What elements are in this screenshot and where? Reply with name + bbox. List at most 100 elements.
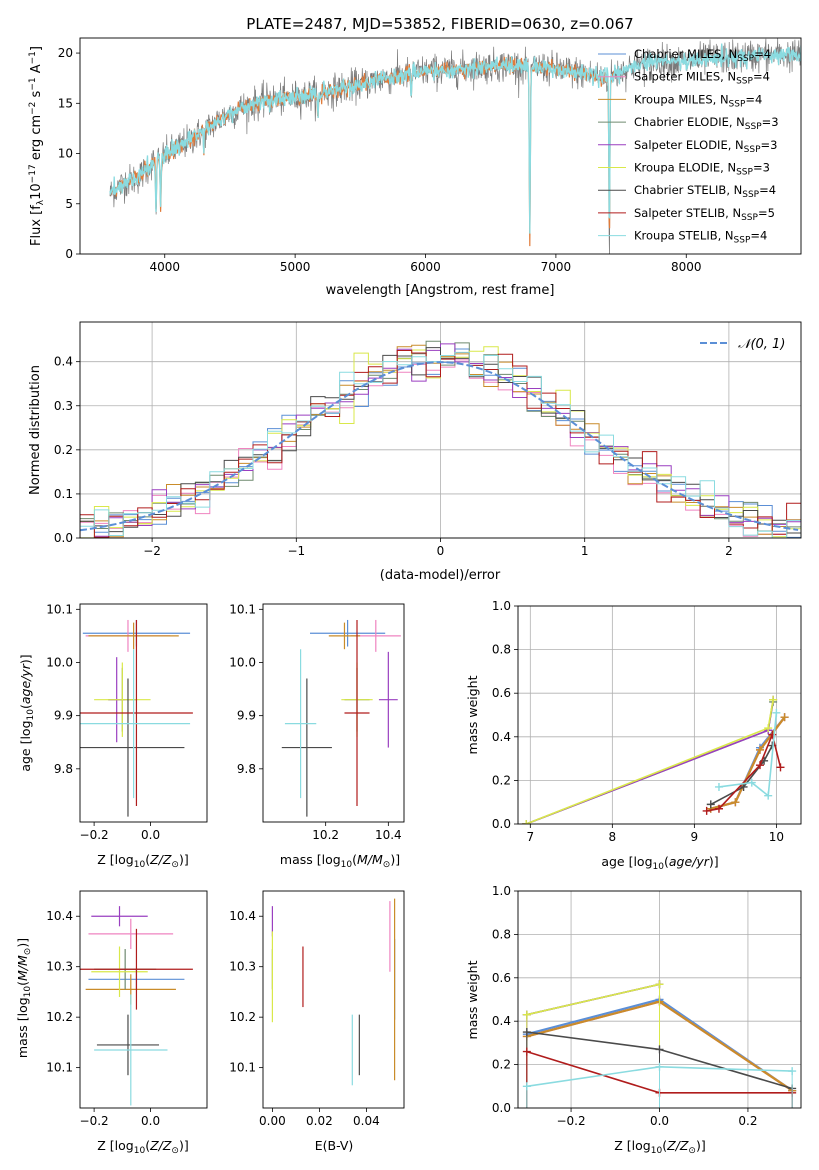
weight-age-marker bbox=[755, 761, 764, 770]
weight-z-marker bbox=[655, 980, 664, 989]
y-tick-label: 0.4 bbox=[492, 1014, 511, 1028]
y-tick-label: 0.6 bbox=[492, 686, 511, 700]
weight-age-marker bbox=[769, 695, 778, 704]
spectrum-model-cyan bbox=[109, 43, 801, 234]
age-ylabel: age [log10(age/yr)] bbox=[18, 654, 36, 771]
y-tick-label: 10.2 bbox=[229, 1010, 256, 1024]
y-tick-label: 10 bbox=[58, 147, 73, 161]
spectrum-ylabel: Flux [fλ10−17 erg cm−2 s−1 A−1] bbox=[28, 46, 46, 246]
weight-age-marker bbox=[780, 713, 789, 722]
y-tick-label: 0.4 bbox=[54, 355, 73, 369]
y-tick-label: 10.1 bbox=[229, 1061, 256, 1075]
y-tick-label: 9.8 bbox=[54, 762, 73, 776]
y-tick-label: 10.1 bbox=[46, 1061, 73, 1075]
axes-frame bbox=[79, 321, 802, 539]
age-ylabel-text: age [log10(age/yr)] bbox=[18, 654, 36, 771]
legend-entry: Kroupa STELIB, NSSP=4 bbox=[634, 229, 767, 246]
plot-area bbox=[109, 38, 801, 254]
x-tick-label: 4000 bbox=[149, 260, 180, 274]
weight-z-series bbox=[526, 983, 660, 1016]
normal-curve bbox=[80, 361, 799, 532]
mass-ylabel: mass [log10(M/M⊙)] bbox=[15, 938, 33, 1058]
axes-mass_vs_ebv: 0.00 0.02 0.04 10.1 10.2 10.3 10.4 E(B-V) bbox=[229, 890, 405, 1153]
x-tick-label: −2 bbox=[143, 544, 161, 558]
axes-weight_vs_Z: −0.2 0.0 0.2 0.0 0.2 0.4 0.6 0.8 1.0 Z [log10(Z/Z… bbox=[465, 884, 802, 1156]
y-tick-label: 0.0 bbox=[54, 531, 73, 545]
x-tick-label: −0.2 bbox=[556, 1114, 585, 1128]
age-mass-xlabel: mass [log10(M/M⊙)] bbox=[280, 852, 400, 870]
y-tick-label: 10.4 bbox=[46, 909, 73, 923]
ebv-xlabel: E(B-V) bbox=[315, 1138, 354, 1153]
weight-age-series bbox=[718, 712, 778, 798]
plot-area bbox=[80, 340, 801, 538]
weight-ylabel: mass weight bbox=[465, 960, 480, 1039]
weight-z-xlabel: Z [log10(Z/Z⊙)] bbox=[614, 1138, 705, 1156]
weight-age-series bbox=[710, 745, 774, 806]
x-tick-label: 10.4 bbox=[375, 828, 402, 842]
weight-age-marker bbox=[764, 724, 773, 733]
x-tick-label: 0.0 bbox=[141, 828, 160, 842]
y-tick-label: 0.4 bbox=[492, 730, 511, 744]
weight-age-marker bbox=[776, 763, 785, 772]
axes-spectrum: 4000 5000 6000 7000 8000 0 5 10 15 20 wavelength [… bbox=[28, 37, 802, 298]
y-tick-label: 10.1 bbox=[229, 602, 256, 616]
legend-entry: Chabrier ELODIE, NSSP=3 bbox=[634, 115, 779, 132]
y-tick-label: 0.8 bbox=[492, 927, 511, 941]
legend-entry: Chabrier STELIB, NSSP=4 bbox=[634, 183, 776, 200]
mass-z-xlabel: Z [log10(Z/Z⊙)] bbox=[97, 1138, 188, 1156]
y-tick-label: 0.1 bbox=[54, 487, 73, 501]
figure-title: PLATE=2487, MJD=53852, FIBERID=0630, z=0… bbox=[246, 15, 633, 33]
x-tick-label: 0.2 bbox=[738, 1114, 757, 1128]
x-tick-label: 9 bbox=[691, 830, 699, 844]
axes-mass_vs_Z: −0.2 0.0 10.1 10.2 10.3 10.4 Z [log10(Z/Z⊙)] ma… bbox=[15, 890, 208, 1156]
x-tick-label: −0.2 bbox=[80, 1114, 109, 1128]
x-tick-label: 0.04 bbox=[353, 1114, 380, 1128]
histogram-kroupa-stelib bbox=[80, 351, 801, 538]
y-tick-label: 0.6 bbox=[492, 971, 511, 985]
x-tick-label: 0.02 bbox=[306, 1114, 333, 1128]
axes-frame bbox=[79, 603, 208, 823]
x-tick-label: 5000 bbox=[280, 260, 311, 274]
weight-z-marker bbox=[522, 1010, 531, 1019]
weight-z-marker bbox=[655, 1045, 664, 1054]
y-tick-label: 0.3 bbox=[54, 399, 73, 413]
weight-age-marker bbox=[747, 778, 756, 787]
x-tick-label: 8000 bbox=[671, 260, 702, 274]
y-tick-label: 0.2 bbox=[492, 773, 511, 787]
weight-age-xlabel: age [log10(age/yr)] bbox=[601, 854, 718, 872]
weight-age-marker bbox=[731, 798, 740, 807]
weight-ylabel: mass weight bbox=[465, 675, 480, 754]
x-tick-label: −0.2 bbox=[80, 828, 109, 842]
axes-frame bbox=[517, 605, 802, 825]
x-tick-label: 0.00 bbox=[259, 1114, 286, 1128]
axes-weight_vs_age: 7 8 9 10 0.0 0.2 0.4 0.6 0.8 1.0 age [log10(age/yr… bbox=[465, 599, 802, 872]
weight-age-marker bbox=[755, 745, 764, 754]
weight-age-marker bbox=[772, 708, 781, 717]
weight-age-marker bbox=[706, 800, 715, 809]
axes-frame bbox=[79, 37, 802, 255]
plot-area bbox=[522, 695, 789, 824]
axes-age_vs_Z: −0.2 0.0 9.8 9.9 10.0 10.1 Z [log10(Z/Z⊙)] age … bbox=[18, 602, 208, 870]
y-tick-label: 10.3 bbox=[229, 960, 256, 974]
weight-z-marker bbox=[655, 1062, 664, 1071]
legend-entry: Salpeter MILES, NSSP=4 bbox=[634, 70, 770, 87]
mass-ylabel-text: mass [log10(M/M⊙)] bbox=[15, 938, 33, 1058]
x-tick-label: 8 bbox=[609, 830, 617, 844]
weight-z-marker bbox=[522, 1082, 531, 1091]
x-tick-label: 7 bbox=[526, 830, 534, 844]
axes-frame bbox=[262, 890, 405, 1109]
y-tick-label: 1.0 bbox=[492, 599, 511, 613]
weight-age-marker bbox=[522, 820, 531, 824]
x-tick-label: 2 bbox=[725, 544, 733, 558]
x-tick-label: 0.0 bbox=[650, 1114, 669, 1128]
y-tick-label: 10.0 bbox=[229, 655, 256, 669]
x-tick-label: 10 bbox=[769, 830, 784, 844]
plot-area bbox=[522, 980, 797, 1108]
y-tick-label: 10.4 bbox=[229, 909, 256, 923]
weight-z-marker bbox=[522, 1047, 531, 1056]
x-tick-label: 1 bbox=[581, 544, 589, 558]
y-tick-label: 1.0 bbox=[492, 884, 511, 898]
y-tick-label: 9.9 bbox=[237, 709, 256, 723]
y-tick-label: 10.3 bbox=[46, 960, 73, 974]
